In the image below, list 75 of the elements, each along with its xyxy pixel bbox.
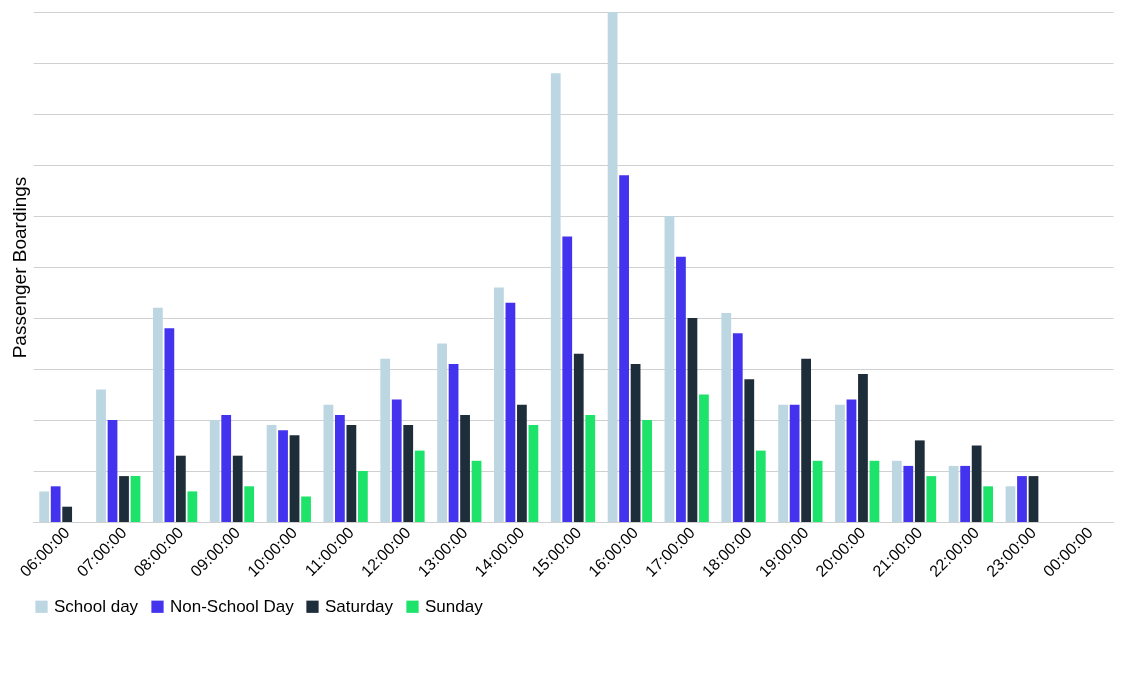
bar: [448, 363, 459, 522]
bar: [858, 374, 868, 522]
bar: [676, 256, 686, 522]
bar: [801, 358, 811, 522]
bar: [642, 420, 652, 522]
bar: [699, 394, 709, 522]
bar: [232, 455, 243, 522]
legend-label: Sunday: [425, 596, 484, 616]
bar: [119, 476, 129, 522]
bar: [96, 389, 106, 522]
bar: [903, 465, 914, 522]
bar: [630, 363, 641, 522]
bar: [835, 404, 845, 522]
bar: [914, 440, 925, 522]
bar: [550, 73, 561, 522]
bar: [187, 491, 198, 522]
bar: [346, 425, 357, 522]
bar: [62, 506, 73, 522]
bar: [437, 343, 447, 522]
bar: [607, 12, 618, 522]
bar: [1005, 486, 1016, 522]
bar: [414, 450, 425, 522]
bar: [744, 379, 755, 522]
bar: [812, 460, 823, 522]
bar: [505, 302, 516, 522]
bar: [789, 404, 800, 522]
bar: [664, 216, 675, 522]
bar: [1017, 476, 1027, 522]
bar: [983, 486, 994, 522]
bar: [301, 496, 311, 522]
bar: [494, 287, 504, 522]
bar: [891, 460, 902, 522]
bar: [152, 307, 163, 522]
bar: [460, 414, 470, 522]
bar: [289, 435, 300, 522]
bar: [971, 445, 982, 522]
bar: [323, 404, 334, 522]
bar: [869, 460, 880, 522]
bar: [960, 465, 971, 522]
bar: [732, 333, 743, 522]
bar: [846, 399, 857, 522]
bar: [1028, 476, 1039, 522]
bar: [39, 491, 50, 522]
legend-label: Non-School Day: [170, 596, 295, 616]
bar: [221, 414, 232, 522]
bar: [403, 425, 414, 522]
bar: [948, 465, 959, 522]
bar: [471, 460, 482, 522]
bar: [517, 404, 527, 522]
bar: [278, 430, 288, 522]
bar: [721, 312, 732, 522]
bar: [175, 455, 186, 522]
bar: [164, 328, 175, 522]
bar: [687, 318, 698, 522]
bar: [380, 358, 391, 522]
bar: [926, 476, 937, 522]
legend-label: Saturday: [325, 596, 394, 616]
bar: [528, 425, 539, 522]
bar: [619, 175, 629, 522]
bar: [391, 399, 402, 522]
bar: [755, 450, 766, 522]
bar: [573, 353, 584, 522]
bar: [562, 236, 573, 522]
bar: [778, 404, 789, 522]
bar: [130, 476, 141, 522]
bar: [50, 486, 61, 522]
y-axis-title: Passenger Boardings: [8, 176, 30, 359]
bar: [107, 420, 118, 522]
legend-label: School day: [54, 596, 139, 616]
bar: [244, 486, 255, 522]
bar: [266, 425, 277, 522]
bar: [209, 420, 220, 522]
bar: [357, 471, 368, 522]
bar: [335, 414, 345, 522]
bar: [585, 414, 596, 522]
